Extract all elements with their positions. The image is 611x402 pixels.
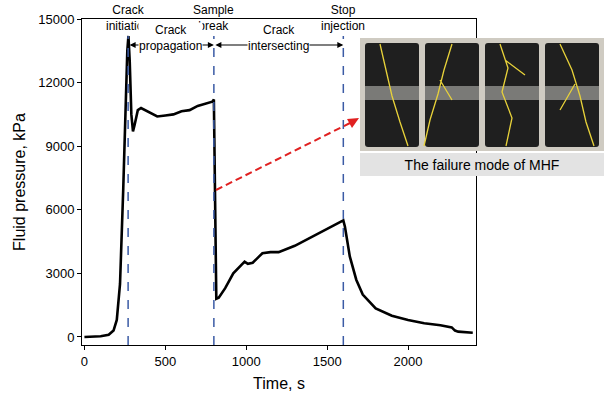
svg-text:9000: 9000	[45, 139, 74, 154]
svg-text:500: 500	[154, 354, 176, 369]
svg-text:6000: 6000	[45, 202, 74, 217]
svg-text:Stopinjection: Stopinjection	[321, 3, 365, 33]
svg-text:0: 0	[67, 330, 74, 345]
svg-text:15000: 15000	[38, 12, 74, 27]
svg-text:The failure mode of MHF: The failure mode of MHF	[405, 157, 560, 173]
svg-text:Fluid pressure, kPa: Fluid pressure, kPa	[11, 113, 28, 251]
svg-text:12000: 12000	[38, 75, 74, 90]
svg-text:Samplebreak: Samplebreak	[193, 3, 234, 33]
svg-text:Time, s: Time, s	[253, 375, 305, 392]
svg-text:0: 0	[81, 354, 88, 369]
svg-text:1500: 1500	[313, 354, 342, 369]
svg-text:Crackpropagation: Crackpropagation	[139, 23, 202, 53]
svg-text:Crackintersecting: Crackintersecting	[248, 23, 309, 53]
svg-text:1000: 1000	[232, 354, 261, 369]
svg-text:3000: 3000	[45, 266, 74, 281]
svg-text:Crackinitiation: Crackinitiation	[106, 3, 150, 33]
svg-text:2000: 2000	[394, 354, 423, 369]
